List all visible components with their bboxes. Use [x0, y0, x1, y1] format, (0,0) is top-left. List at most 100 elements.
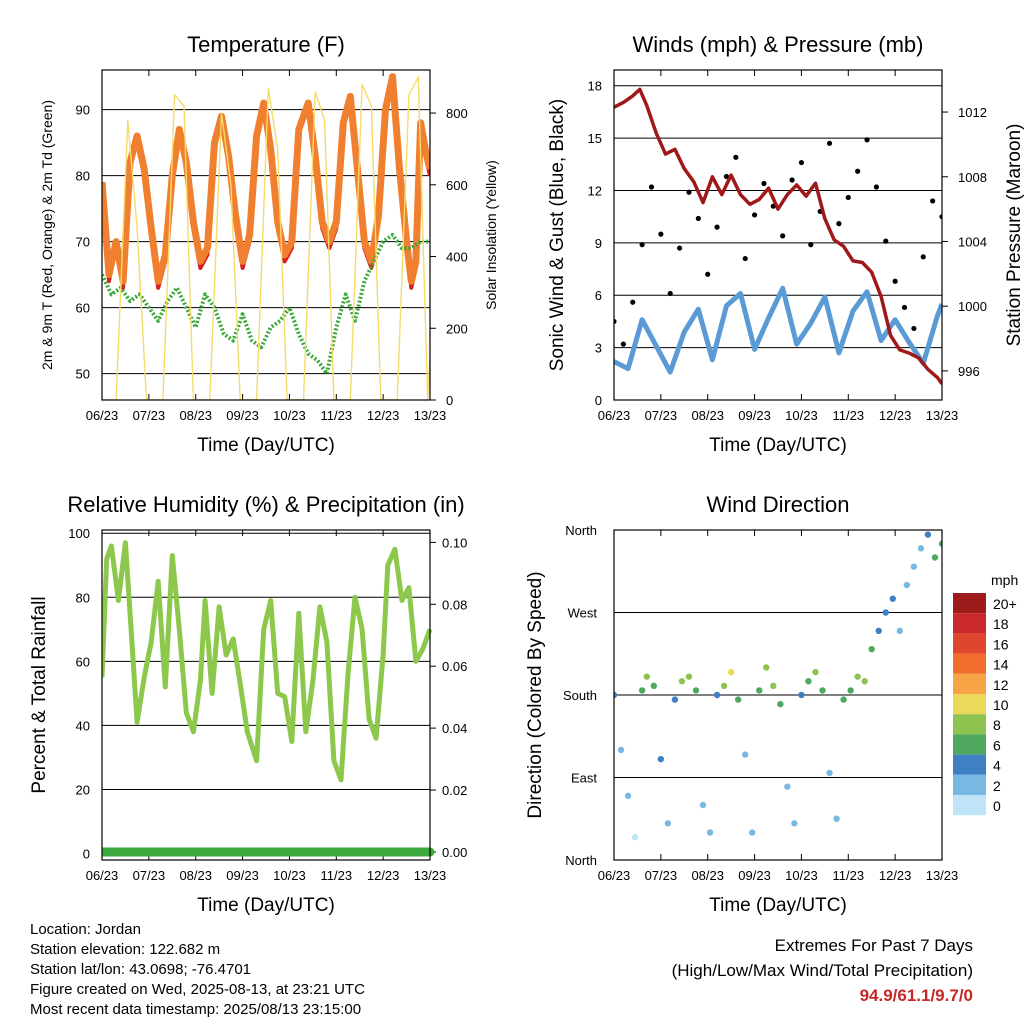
y-right-tick-label: 0.00	[442, 845, 467, 860]
gust-point	[855, 168, 861, 174]
y-tick-label: 9	[595, 236, 602, 251]
y-axis-label: Direction (Colored By Speed)	[525, 571, 546, 818]
legend-label: 16	[993, 636, 1009, 652]
legend-swatch	[953, 694, 986, 715]
direction-point	[624, 792, 632, 800]
sonic-wind-line	[614, 285, 942, 375]
x-tick-label: 11/23	[832, 408, 864, 423]
x-tick-label: 08/23	[691, 868, 724, 883]
direction-point	[631, 833, 639, 841]
station-info: Location: Jordan Station elevation: 122.…	[30, 920, 365, 1020]
y-right-tick-label: 996	[958, 364, 980, 379]
gust-point	[677, 245, 683, 251]
x-tick-label: 12/23	[879, 408, 912, 423]
gust-point	[826, 140, 833, 146]
gust-point	[864, 137, 870, 143]
legend-title: mph	[991, 572, 1018, 588]
direction-point	[692, 687, 700, 694]
direction-point	[614, 691, 618, 699]
location-text: Location: Jordan	[30, 921, 141, 938]
gust-point	[836, 221, 842, 227]
temp9m-line	[102, 73, 430, 285]
direction-point	[882, 609, 889, 616]
direction-point	[833, 815, 840, 822]
legend-label: 6	[993, 737, 1001, 753]
direction-point	[720, 682, 728, 690]
x-tick-label: 08/23	[179, 408, 212, 423]
x-tick-label: 08/23	[691, 408, 724, 423]
x-tick-label: 13/23	[926, 408, 959, 423]
direction-point	[791, 820, 798, 827]
y-axis-label: 2m & 9m T (Red, Orange) & 2m Td (Green)	[39, 100, 55, 370]
direction-point	[756, 687, 763, 694]
x-axis-label: Time (Day/UTC)	[197, 435, 335, 456]
y-tick-label: 15	[588, 131, 602, 146]
x-tick-label: 06/23	[598, 408, 631, 423]
elevation-text: Station elevation: 122.682 m	[30, 941, 221, 958]
y-tick-label: South	[563, 688, 597, 703]
direction-point	[847, 687, 854, 694]
legend-label: 4	[993, 758, 1001, 774]
direction-point	[671, 696, 679, 703]
plot-frame	[613, 529, 943, 861]
legend-swatch	[953, 754, 986, 775]
series-group	[102, 540, 435, 857]
legend-swatch	[953, 774, 986, 795]
legend-swatch	[953, 633, 986, 654]
direction-point	[840, 696, 847, 703]
direction-point	[826, 769, 833, 777]
x-tick-label: 11/23	[320, 868, 352, 883]
gust-point	[939, 214, 942, 220]
x-tick-label: 06/23	[598, 868, 631, 883]
series-group	[614, 87, 942, 385]
extremes-box: Extremes For Past 7 Days (High/Low/Max W…	[672, 933, 973, 1008]
speed-legend: mph 20+ 18 16 14 12 10 8 6 4 2 0	[953, 572, 1018, 816]
gust-point	[873, 184, 880, 190]
legend-label: 14	[993, 657, 1009, 673]
pressure-line	[614, 87, 942, 385]
direction-point	[931, 554, 939, 561]
direction-point	[643, 673, 650, 680]
direction-point	[910, 563, 918, 570]
direction-point	[617, 746, 625, 754]
y-tick-label: 3	[595, 341, 602, 356]
direction-point	[727, 668, 735, 676]
gust-point	[705, 271, 711, 277]
x-tick-label: 08/23	[179, 868, 212, 883]
chart-panel-1: Temperature (F) 06/23 07/23 08/23 09/23 10/23…	[39, 32, 499, 456]
x-tick-label: 11/23	[832, 868, 864, 883]
direction-point	[638, 687, 646, 694]
direction-point	[749, 829, 756, 836]
direction-point	[903, 581, 911, 589]
legend-label: 12	[993, 677, 1009, 693]
y-tick-label: 0	[595, 393, 602, 408]
gust-point	[901, 304, 908, 311]
legend-label: 8	[993, 717, 1001, 733]
y-right-tick-label: 1008	[958, 170, 987, 185]
x-tick-label: 13/23	[414, 868, 447, 883]
direction-point	[770, 682, 777, 690]
y-axis-label-right: Station Pressure (Maroon)	[1004, 124, 1024, 347]
plot-frame	[101, 69, 431, 401]
direction-point	[713, 691, 721, 699]
direction-point	[917, 545, 925, 552]
direction-point	[868, 645, 875, 653]
x-axis-label: Time (Day/UTC)	[709, 435, 847, 456]
y-tick-label: 18	[588, 79, 602, 94]
x-tick-label: 12/23	[367, 868, 400, 883]
legend-label: 18	[993, 616, 1009, 632]
legend-label: 10	[993, 697, 1009, 713]
x-axis-label: Time (Day/UTC)	[197, 895, 335, 916]
legend-swatch	[953, 795, 986, 816]
x-tick-label: 11/23	[320, 408, 352, 423]
gust-point	[789, 177, 795, 183]
y-tick-label: 12	[588, 183, 602, 198]
direction-point	[706, 829, 714, 836]
y-tick-label: 6	[595, 288, 602, 303]
extremes-values: 94.9/61.1/9.7/0	[859, 986, 973, 1005]
legend-label: 2	[993, 778, 1001, 794]
gust-point	[620, 341, 626, 347]
x-tick-label: 09/23	[226, 868, 259, 883]
y-tick-label: East	[571, 771, 597, 786]
gust-point	[883, 238, 889, 244]
